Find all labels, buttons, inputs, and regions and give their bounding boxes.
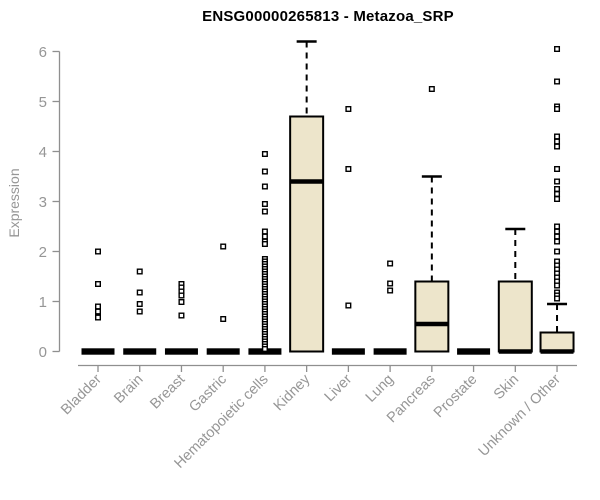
- x-tick-label: Lung: [363, 372, 397, 406]
- outlier-point: [554, 248, 561, 255]
- outlier-point: [387, 287, 394, 294]
- outlier-point: [261, 168, 268, 175]
- outlier-point: [554, 282, 561, 289]
- outlier-point: [554, 223, 561, 230]
- outlier-point: [136, 308, 143, 315]
- outlier-point: [554, 228, 561, 235]
- outlier-point: [178, 292, 185, 299]
- outlier-point: [554, 195, 561, 202]
- outlier-point: [345, 105, 352, 112]
- outlier-point: [554, 143, 561, 150]
- outlier-point: [554, 178, 561, 185]
- y-tick-label: 6: [39, 44, 47, 61]
- y-tick-label: 0: [39, 344, 47, 361]
- x-tick-label: Bladder: [58, 371, 105, 418]
- outlier-point: [345, 165, 352, 172]
- collapsed-box-lung: [373, 348, 407, 355]
- outlier-point: [94, 248, 101, 255]
- outlier-point: [261, 240, 268, 247]
- outlier-point: [261, 200, 268, 207]
- x-tick-label: Skin: [491, 372, 522, 403]
- outlier-point: [178, 299, 185, 306]
- y-tick-label: 2: [39, 244, 47, 261]
- collapsed-box-prostate: [457, 348, 491, 355]
- x-tick-label: Liver: [322, 371, 356, 405]
- box-unknown-other: [539, 331, 575, 353]
- outlier-point: [387, 260, 394, 267]
- outlier-point: [554, 190, 561, 197]
- outlier-point: [94, 303, 101, 310]
- x-tick-label: Prostate: [431, 372, 480, 421]
- outlier-point: [554, 238, 561, 245]
- outlier-point: [261, 228, 268, 235]
- collapsed-box-bladder: [81, 348, 115, 355]
- collapsed-box-brain: [123, 348, 157, 355]
- outlier-point: [554, 138, 561, 145]
- outlier-point: [261, 183, 268, 190]
- x-tick-label: Brain: [111, 372, 146, 407]
- box-pancreas: [414, 280, 450, 353]
- outlier-point: [554, 165, 561, 172]
- outlier-point: [554, 233, 561, 240]
- outlier-point: [261, 150, 268, 157]
- y-tick-label: 5: [39, 94, 47, 111]
- x-tick-label: Breast: [147, 372, 188, 413]
- outlier-point: [220, 316, 227, 323]
- x-tick-label: Kidney: [271, 371, 314, 414]
- outlier-point: [220, 243, 227, 250]
- collapsed-box-liver: [331, 348, 365, 355]
- box-skin: [497, 280, 533, 353]
- outlier-point: [94, 308, 101, 315]
- outlier-point: [94, 314, 101, 321]
- outlier-point: [261, 208, 268, 215]
- outlier-point: [261, 233, 268, 240]
- outlier-point: [136, 268, 143, 275]
- outlier-point: [554, 78, 561, 85]
- outlier-point: [136, 301, 143, 308]
- chart-title: ENSG00000265813 - Metazoa_SRP: [202, 8, 454, 25]
- box-kidney: [289, 115, 325, 353]
- outlier-point: [94, 281, 101, 288]
- outlier-point: [345, 302, 352, 309]
- outlier-point: [554, 46, 561, 53]
- outlier-point: [554, 133, 561, 140]
- outlier-point: [136, 289, 143, 296]
- outlier-point: [554, 105, 561, 112]
- outlier-point: [178, 312, 185, 319]
- outlier-point: [554, 295, 561, 302]
- y-tick-label: 3: [39, 194, 47, 211]
- outlier-point: [261, 346, 268, 353]
- y-tick-label: 1: [39, 294, 47, 311]
- outlier-point: [554, 185, 561, 192]
- y-tick-label: 4: [39, 144, 47, 161]
- collapsed-box-gastric: [206, 348, 240, 355]
- collapsed-box-breast: [164, 348, 198, 355]
- outlier-point: [428, 85, 435, 92]
- outlier-point: [387, 280, 394, 287]
